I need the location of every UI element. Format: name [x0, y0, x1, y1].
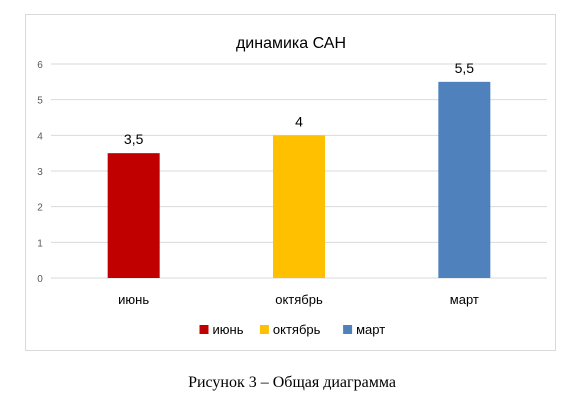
legend-swatch [343, 325, 353, 334]
data-label: 4 [295, 113, 303, 129]
y-tick-label: 5 [37, 96, 43, 107]
y-tick-label: 6 [37, 60, 43, 71]
y-tick-label: 4 [37, 131, 43, 142]
legend-swatch [259, 325, 269, 334]
y-axis-ticks: 0 1 2 3 4 5 6 [37, 60, 43, 285]
bar-chart: динамика САН 0 1 2 3 4 5 6 3,5 4 5,5 июнь октябрь… [37, 35, 547, 337]
y-tick-label: 2 [37, 203, 43, 214]
legend-label: июнь [213, 322, 244, 337]
x-tick-label: июнь [118, 292, 149, 307]
data-label: 3,5 [124, 131, 144, 147]
x-tick-label: октябрь [275, 292, 323, 307]
x-tick-label: март [450, 292, 479, 307]
data-label: 5,5 [455, 60, 475, 76]
bars [107, 81, 491, 278]
legend: июнь октябрь март [199, 322, 385, 337]
figure-caption: Рисунок 3 – Общая диаграмма [188, 374, 396, 391]
y-tick-label: 3 [37, 167, 43, 178]
chart-frame: динамика САН 0 1 2 3 4 5 6 3,5 4 5,5 июнь октябрь… [25, 14, 556, 351]
bar-2 [438, 81, 491, 278]
legend-swatch [199, 325, 209, 334]
chart-title: динамика САН [236, 35, 346, 52]
y-tick-label: 1 [37, 238, 43, 249]
legend-label: октябрь [273, 322, 321, 337]
y-tick-label: 0 [37, 274, 43, 285]
x-axis-ticks: июнь октябрь март [118, 292, 479, 307]
data-labels: 3,5 4 5,5 [124, 60, 474, 147]
bar-1 [273, 135, 325, 278]
legend-label: март [356, 322, 385, 337]
bar-0 [107, 153, 160, 278]
